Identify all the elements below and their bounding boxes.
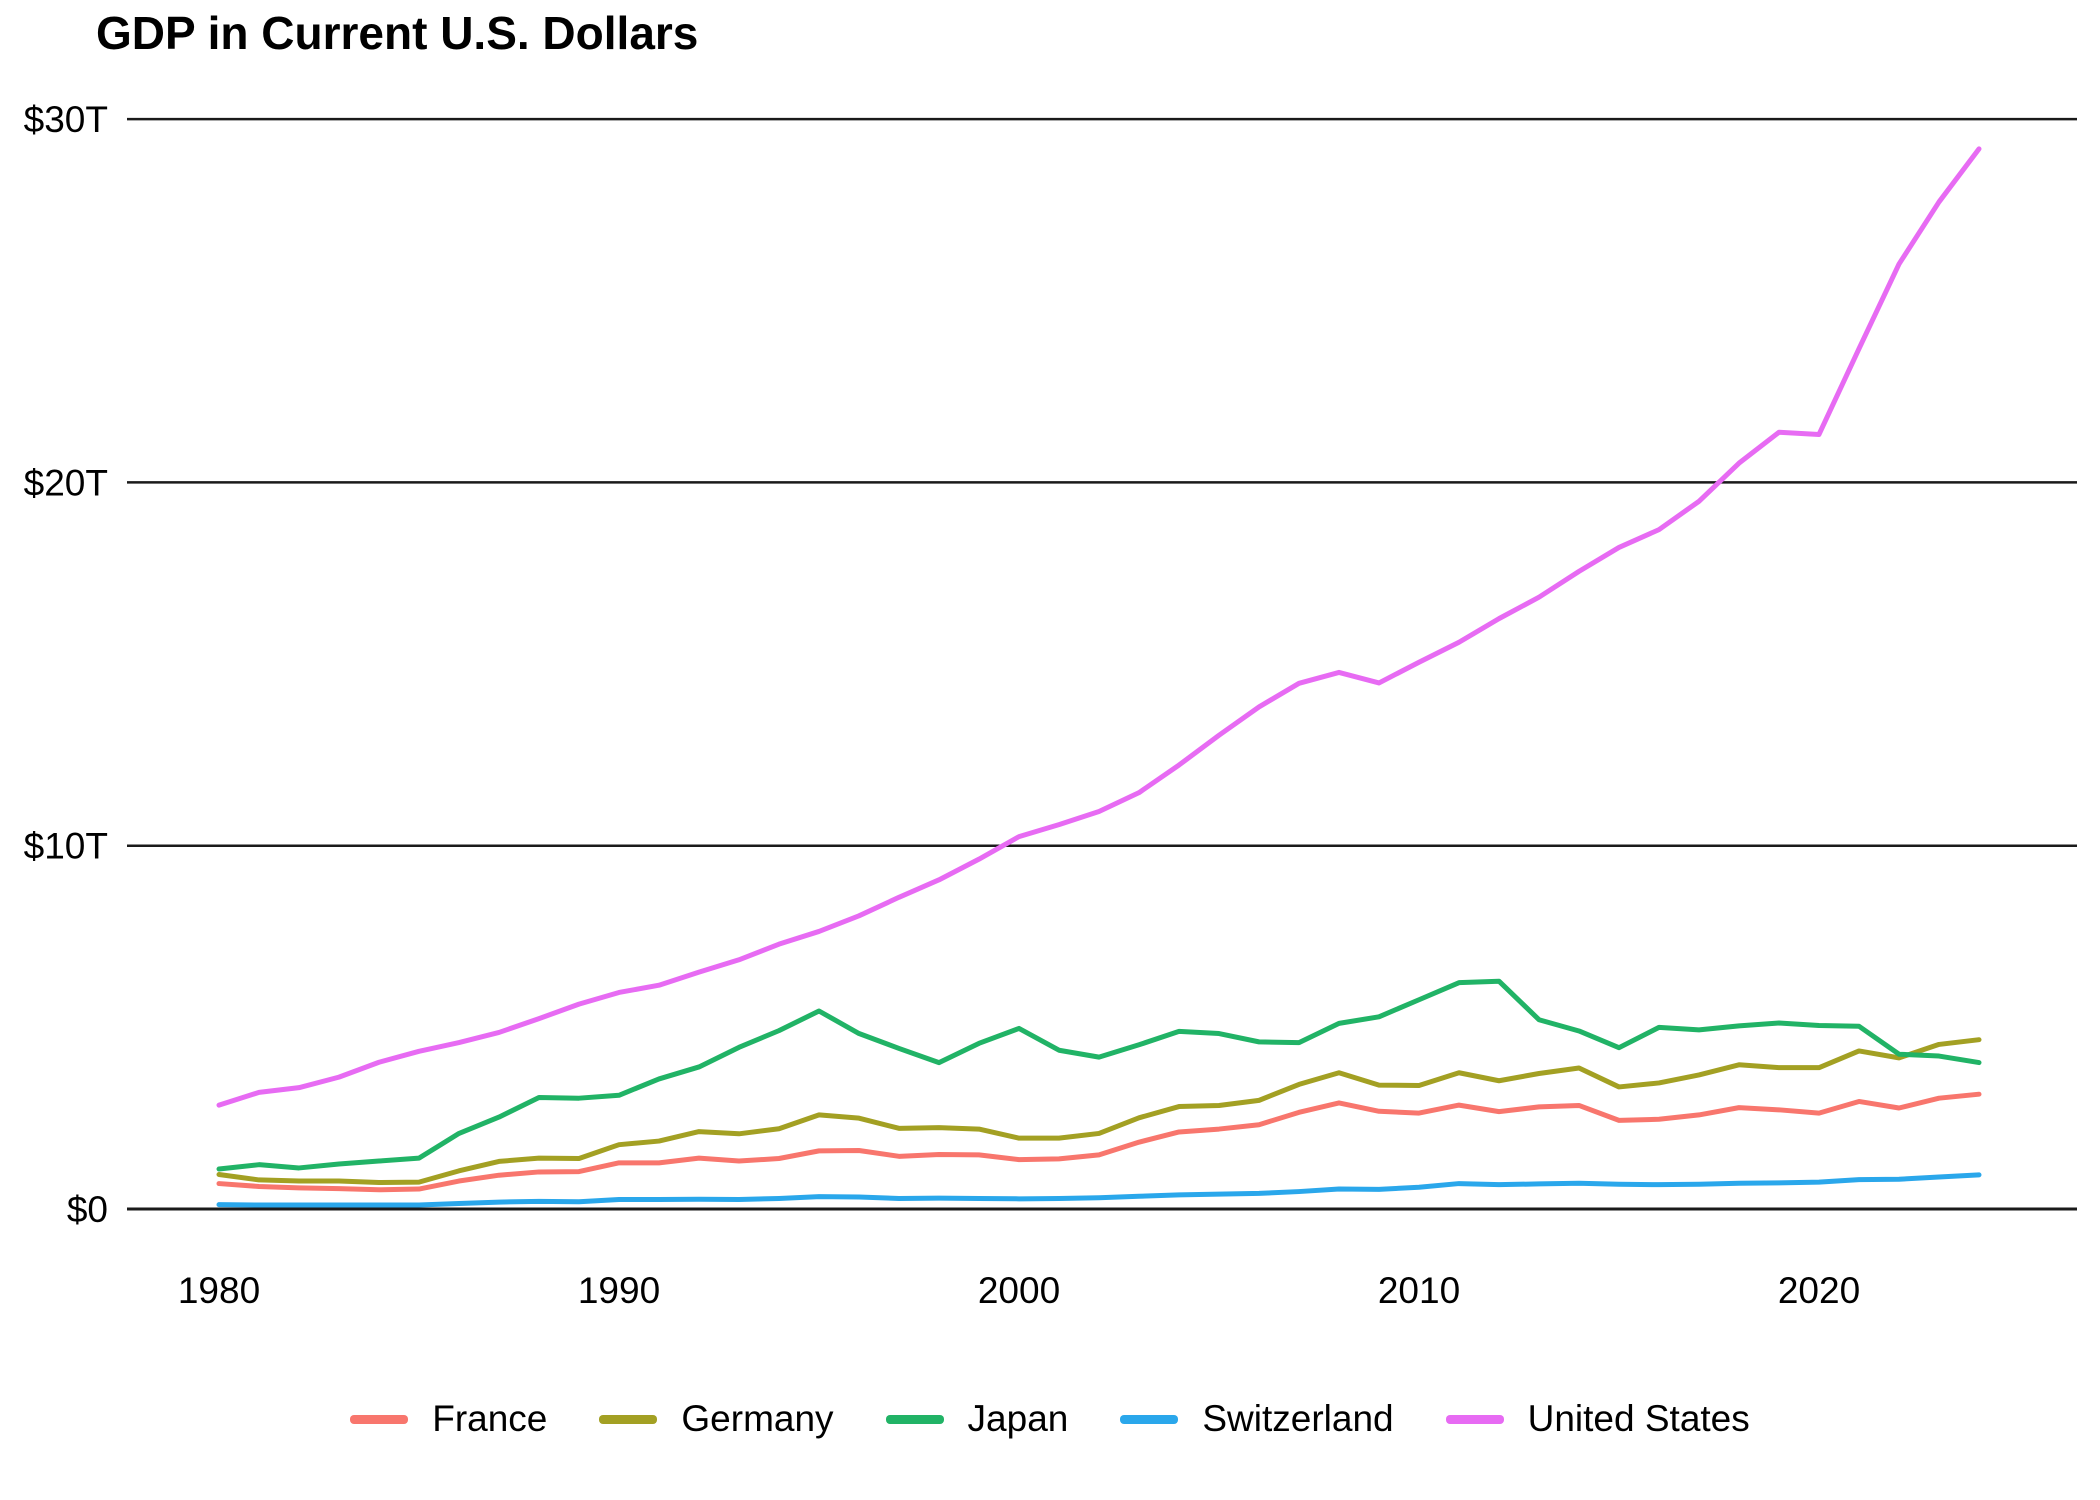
legend-swatch-united-states bbox=[1445, 1414, 1504, 1424]
series-line-france bbox=[216, 1091, 1982, 1193]
legend-label-france: France bbox=[432, 1398, 548, 1439]
legend-swatch-germany bbox=[599, 1414, 658, 1424]
x-tick-label: 2010 bbox=[1378, 1270, 1460, 1311]
x-tick-label: 1980 bbox=[178, 1270, 260, 1311]
legend-swatch-switzerland bbox=[1120, 1414, 1179, 1424]
legend-item-united-states: United States bbox=[1445, 1398, 1750, 1440]
legend-item-switzerland: Switzerland bbox=[1120, 1398, 1394, 1440]
y-tick-label: $30T bbox=[24, 99, 108, 140]
y-tick-label: $10T bbox=[24, 826, 108, 867]
series-line-united-states bbox=[216, 146, 1982, 1108]
x-tick-label: 2020 bbox=[1778, 1270, 1860, 1311]
chart-title: GDP in Current U.S. Dollars bbox=[96, 7, 699, 59]
legend-swatch-japan bbox=[885, 1414, 944, 1424]
series-line-germany bbox=[216, 1037, 1982, 1185]
legend-label-united-states: United States bbox=[1527, 1398, 1750, 1439]
x-tick-label: 1990 bbox=[578, 1270, 660, 1311]
y-tick-label: $20T bbox=[24, 462, 108, 503]
x-tick-label: 2000 bbox=[978, 1270, 1060, 1311]
legend-item-france: France bbox=[350, 1398, 547, 1440]
legend-label-germany: Germany bbox=[681, 1398, 834, 1439]
legend-label-japan: Japan bbox=[967, 1398, 1069, 1439]
chart-legend: France Germany Japan Switzerland United Stat… bbox=[0, 1398, 2100, 1440]
legend-item-japan: Japan bbox=[885, 1398, 1069, 1440]
legend-item-germany: Germany bbox=[599, 1398, 834, 1440]
series-line-switzerland bbox=[216, 1172, 1982, 1208]
series-line-japan bbox=[216, 978, 1982, 1172]
y-tick-label: $0 bbox=[67, 1189, 108, 1230]
legend-swatch-france bbox=[350, 1414, 409, 1424]
legend-label-switzerland: Switzerland bbox=[1202, 1398, 1394, 1439]
